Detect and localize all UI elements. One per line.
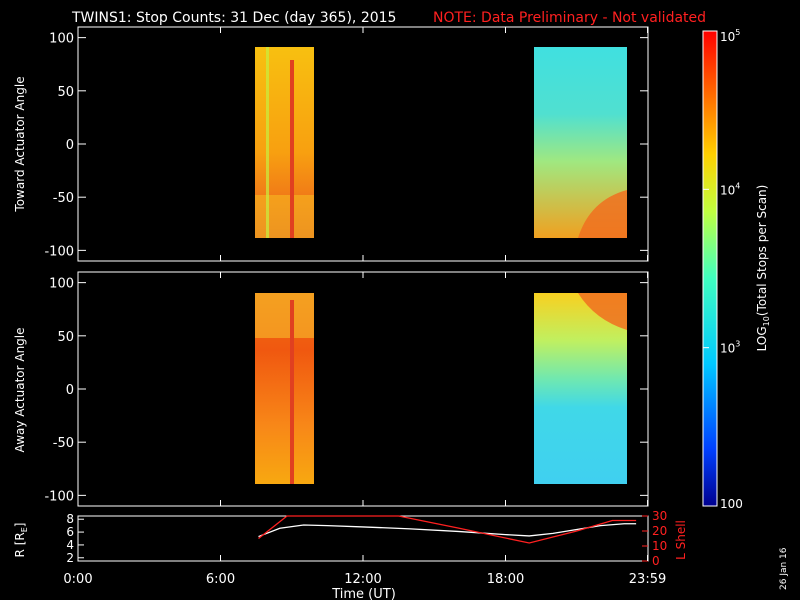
colorbar-tick-label: 103 bbox=[720, 340, 740, 356]
toward-ylabel: Toward Actuator Angle bbox=[13, 76, 27, 212]
time-tick-label: 23:59 bbox=[629, 572, 666, 587]
away-block-evening-arc bbox=[578, 293, 627, 330]
time-tick-label: 6:00 bbox=[206, 572, 235, 587]
colorbar: 105 104 103 100 LOG10(Total Stops per Scan) bbox=[702, 28, 771, 511]
away-block-evening bbox=[534, 293, 627, 484]
orbit-panel-frame bbox=[77, 515, 649, 562]
away-block-morning-stripes bbox=[255, 293, 314, 338]
time-tick-label: 12:00 bbox=[344, 572, 381, 587]
y-tick-label: 100 bbox=[49, 32, 74, 47]
lshell-tick-label: 20 bbox=[652, 524, 667, 538]
y-tick-label: 0 bbox=[66, 383, 74, 398]
radius-tick-label: 6 bbox=[66, 525, 74, 539]
y-tick-label: -50 bbox=[53, 191, 74, 206]
y-tick-label: 50 bbox=[57, 330, 74, 345]
lshell-tick-label: 10 bbox=[652, 539, 667, 553]
time-xlabel: Time (UT) bbox=[331, 587, 396, 600]
preliminary-note: NOTE: Data Preliminary - Not validated bbox=[433, 10, 706, 26]
colorbar-tick-label: 100 bbox=[720, 497, 743, 511]
time-tick-label: 18:00 bbox=[487, 572, 524, 587]
lshell-tick-label: 30 bbox=[652, 509, 667, 523]
toward-block-evening-arc bbox=[578, 190, 627, 238]
time-x-ticks: 0:00 6:00 12:00 18:00 23:59 bbox=[63, 555, 666, 587]
y-tick-label: -50 bbox=[53, 436, 74, 451]
colorbar-label: LOG10(Total Stops per Scan) bbox=[755, 185, 771, 352]
radius-tick-label: 8 bbox=[66, 512, 74, 526]
away-heatmap-panel: Away Actuator Angle 100 50 0 -50 -100 bbox=[13, 271, 649, 507]
away-ylabel: Away Actuator Angle bbox=[13, 327, 27, 452]
toward-block-morning-stripes bbox=[255, 195, 314, 238]
colorbar-tick-label: 104 bbox=[720, 181, 740, 197]
lshell-series-line bbox=[258, 515, 637, 544]
colorbar-ticks: 105 104 103 100 bbox=[703, 28, 743, 511]
lshell-ylabel: L Shell bbox=[674, 520, 688, 560]
toward-heatmap-panel: Toward Actuator Angle 100 50 0 -50 -100 bbox=[13, 26, 649, 262]
y-tick-label: -100 bbox=[44, 489, 74, 504]
radius-tick-label: 2 bbox=[66, 551, 74, 565]
date-stamp: 26 Jan 16 bbox=[779, 547, 789, 590]
radius-tick-label: 4 bbox=[66, 538, 74, 552]
time-tick-label: 0:00 bbox=[63, 572, 92, 587]
away-y-ticks: 100 50 0 -50 -100 bbox=[44, 272, 649, 506]
toward-block-morning-spike bbox=[290, 60, 294, 238]
away-block-morning-spike bbox=[290, 300, 294, 484]
lshell-tick-label: 0 bbox=[652, 554, 660, 568]
radius-ylabel: R [RE] bbox=[13, 523, 29, 558]
y-tick-label: -100 bbox=[44, 244, 74, 259]
colorbar-gradient bbox=[702, 30, 718, 507]
y-tick-label: 0 bbox=[66, 138, 74, 153]
colorbar-tick-label: 105 bbox=[720, 28, 740, 44]
figure-title: TWINS1: Stop Counts: 31 Dec (day 365), 2… bbox=[71, 10, 396, 26]
toward-y-ticks: 100 50 0 -50 -100 bbox=[44, 27, 649, 261]
toward-block-morning-band bbox=[266, 47, 269, 238]
y-tick-label: 100 bbox=[49, 277, 74, 292]
y-tick-label: 50 bbox=[57, 85, 74, 100]
